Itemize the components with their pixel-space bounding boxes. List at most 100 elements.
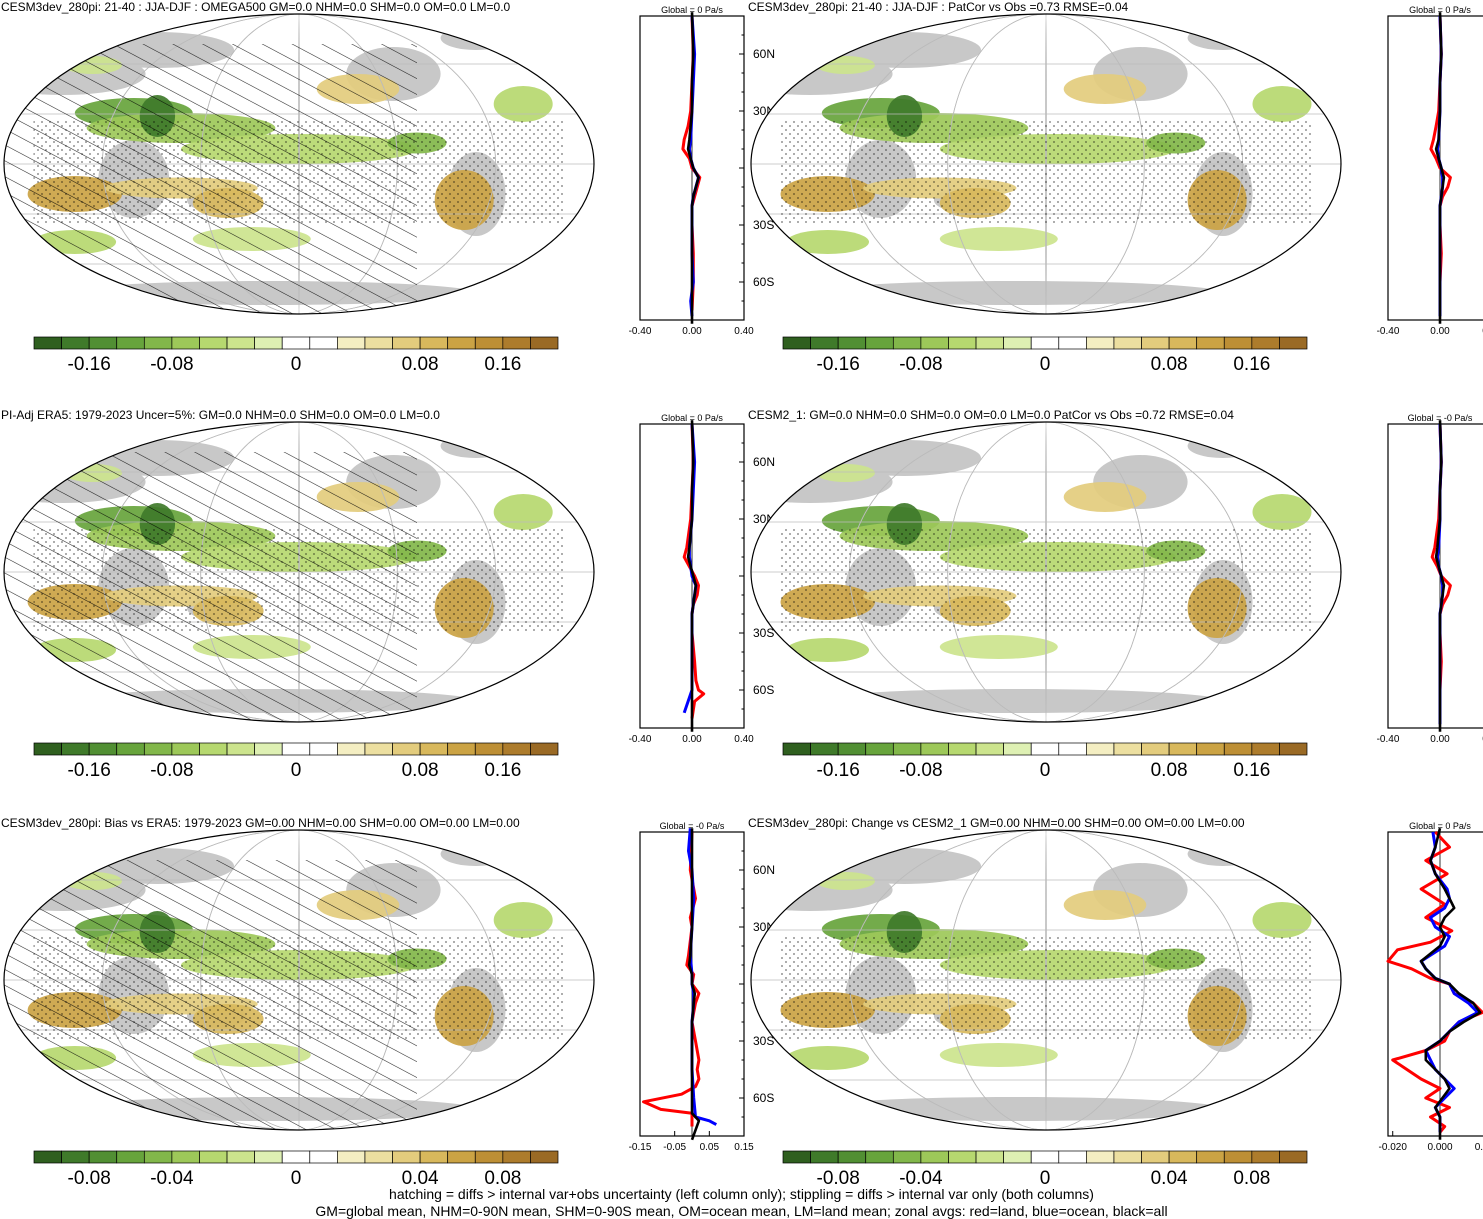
field-contour: [1063, 74, 1147, 104]
colorbar-swatch: [502, 336, 531, 350]
colorbar-tick-label: -0.04: [150, 1168, 194, 1189]
colorbar-tick-label: 0: [291, 760, 302, 781]
colorbar-swatch: [474, 742, 504, 756]
colorbar-swatch: [810, 1150, 839, 1164]
colorbar-swatch: [948, 742, 977, 756]
colorbar-tick-label: -0.16: [68, 760, 111, 781]
zonal-ytick-label: 60N: [753, 455, 775, 469]
colorbar-tick-label: 0: [291, 354, 302, 375]
zonal-series-line: [687, 828, 701, 1141]
colorbar-swatch: [1086, 1150, 1115, 1164]
colorbar-swatch: [226, 336, 255, 350]
zonal-title: Global = 0 Pa/s: [1409, 5, 1471, 15]
field-contour: [1252, 86, 1312, 122]
colorbar-swatch: [1113, 742, 1142, 756]
colorbar-swatch: [171, 336, 200, 350]
map-outline: [750, 829, 1342, 1131]
colorbar-swatch: [364, 742, 393, 756]
colorbar-swatch: [447, 742, 476, 756]
colorbar-tick-label: -0.08: [150, 760, 193, 781]
map-field: [751, 422, 1341, 722]
stippling: [780, 119, 1312, 224]
zonal-xtick-label: -0.15: [629, 1142, 652, 1153]
zonal-average-plot: Global = 0 Pa/s-0.400.000.4060N30N030S60…: [629, 413, 775, 745]
colorbar-swatch: [33, 336, 62, 350]
colorbar-tick-label: 0.08: [402, 354, 439, 375]
zonal-ytick-label: 30S: [753, 626, 774, 640]
colorbar-tick-label: 0.08: [1233, 1168, 1270, 1189]
field-contour: [1063, 482, 1147, 512]
zonal-ytick-label: 60N: [753, 47, 775, 61]
colorbar-swatch: [392, 742, 421, 756]
zonal-xtick-label: -0.40: [1377, 734, 1400, 745]
panel-title: CESM3dev_280pi: Change vs CESM2_1 GM=0.0…: [748, 816, 1245, 830]
zonal-title: Global = -0 Pa/s: [1408, 413, 1473, 423]
colorbar-tick-label: -0.16: [817, 760, 860, 781]
colorbar-swatch: [143, 1150, 173, 1164]
colorbar-swatch: [1003, 1150, 1032, 1164]
hatching: [4, 860, 417, 1130]
colorbar-swatch: [837, 742, 867, 756]
colorbar-swatch: [392, 1150, 421, 1164]
footer-note-1: hatching = diffs > internal var+obs unce…: [389, 1186, 1094, 1202]
colorbar-tick-label: 0.08: [1151, 760, 1188, 781]
zonal-xtick-label: 0.00: [1430, 326, 1450, 337]
colorbar-swatch: [33, 742, 62, 756]
colorbar-tick-label: 0.16: [484, 760, 521, 781]
colorbar-tick-label: -0.08: [899, 760, 942, 781]
colorbar-swatch: [865, 336, 894, 350]
colorbar-swatch: [226, 742, 255, 756]
zonal-xtick-label: 0.15: [734, 1142, 754, 1153]
colorbar-swatch: [61, 336, 90, 350]
zonal-average-plot: Global = 0 Pa/s-0.400.000.4060N30N030S60…: [629, 5, 775, 337]
colorbar-swatch: [116, 336, 145, 350]
colorbar-tick-label: -0.16: [817, 354, 860, 375]
zonal-xtick-label: -0.05: [663, 1142, 686, 1153]
stippling: [780, 527, 1312, 632]
field-contour: [786, 1046, 869, 1070]
colorbar-tick-label: 0.04: [1151, 1168, 1188, 1189]
colorbar-swatch: [392, 336, 421, 350]
colorbar-swatch: [1251, 742, 1280, 756]
colorbar-tick-label: 0.16: [1233, 354, 1270, 375]
colorbar-swatch: [1058, 742, 1087, 756]
colorbar-swatch: [1168, 1150, 1198, 1164]
colorbar-swatch: [948, 1150, 977, 1164]
zonal-xtick-label: 0.020: [1475, 1142, 1483, 1153]
panel-title: CESM2_1: GM=0.0 NHM=0.0 SHM=0.0 OM=0.0 L…: [748, 408, 1234, 422]
colorbar-swatch: [920, 742, 949, 756]
colorbar-tick-label: 0.08: [484, 1168, 521, 1189]
panel-title: CESM3dev_280pi: Bias vs ERA5: 1979-2023 …: [1, 816, 520, 830]
hatching: [4, 44, 417, 314]
zonal-ytick-label: 60S: [753, 683, 774, 697]
colorbar-swatch: [1251, 1150, 1280, 1164]
map-field: [751, 14, 1341, 314]
colorbar-swatch: [865, 1150, 894, 1164]
zonal-xtick-label: 0.00: [1430, 734, 1450, 745]
zonal-xtick-label: 0.000: [1427, 1142, 1452, 1153]
panel-title: PI-Adj ERA5: 1979-2023 Uncer=5%: GM=0.0 …: [1, 408, 440, 422]
colorbar-swatch: [309, 1150, 338, 1164]
field-contour: [1252, 494, 1312, 530]
field-contour: [939, 227, 1058, 251]
colorbar-swatch: [837, 336, 867, 350]
colorbar-tick-label: -0.08: [899, 354, 942, 375]
colorbar-swatch: [61, 742, 90, 756]
zonal-series-line: [686, 420, 698, 732]
colorbar-swatch: [447, 336, 476, 350]
colorbar-swatch: [530, 742, 559, 756]
colorbar-swatch: [502, 742, 531, 756]
zonal-xtick-label: -0.020: [1379, 1142, 1408, 1153]
colorbar-tick-label: 0.08: [402, 760, 439, 781]
zonal-xtick-label: -0.40: [1377, 326, 1400, 337]
colorbar-tick-label: -0.08: [68, 1168, 111, 1189]
land-mask: [1187, 842, 1259, 866]
zonal-series-line: [1434, 420, 1446, 732]
colorbar-swatch: [1058, 1150, 1087, 1164]
stippling: [780, 935, 1312, 1040]
colorbar-swatch: [143, 336, 173, 350]
colorbar-swatch: [254, 742, 283, 756]
map-outline: [3, 13, 595, 315]
zonal-ytick-label: 60N: [753, 863, 775, 877]
colorbar-tick-label: 0.16: [484, 354, 521, 375]
